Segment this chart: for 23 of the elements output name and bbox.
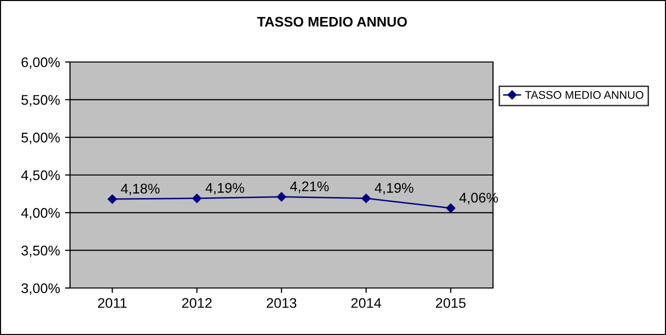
- x-tick-label: 2012: [182, 298, 212, 308]
- data-label: 4,19%: [374, 182, 414, 194]
- y-tick-label: 3,00%: [21, 283, 60, 295]
- point: [446, 204, 456, 213]
- data-label: 4,18%: [120, 184, 160, 196]
- y-tick-label: 3,50%: [21, 246, 60, 258]
- y-tick-label: 5,50%: [21, 95, 60, 106]
- data-label: 4,21%: [290, 181, 329, 193]
- point: [108, 194, 117, 204]
- x-tick-label: 2013: [266, 298, 296, 308]
- legend-label: TASSO MEDIO ANNUO: [525, 91, 644, 99]
- y-tick-label: 6,00%: [22, 57, 60, 69]
- x-tick-label: 2014: [351, 298, 382, 308]
- y-tick-label: 4,00%: [21, 208, 60, 220]
- point: [361, 194, 371, 203]
- x-tick-label: 2015: [436, 298, 466, 308]
- point: [192, 194, 202, 203]
- y-tick-label: 5,00%: [21, 132, 60, 144]
- data-label: 4,19%: [206, 182, 244, 194]
- y-tick-label: 4,50%: [21, 170, 60, 182]
- chart-title: TASSO MEDIO ANNUO: [257, 16, 407, 27]
- point: [276, 192, 286, 202]
- x-tick-label: 2011: [98, 298, 127, 308]
